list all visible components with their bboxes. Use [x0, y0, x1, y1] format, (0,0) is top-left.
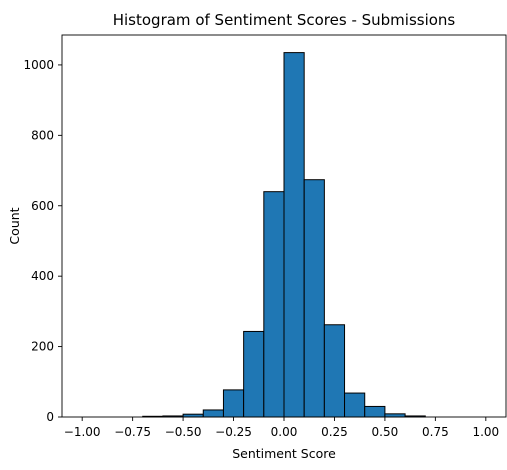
- x-axis-title: Sentiment Score: [232, 446, 336, 461]
- y-tick-label: 600: [31, 199, 54, 213]
- histogram-bar: [243, 330, 265, 418]
- y-tick-label: 0: [46, 410, 54, 424]
- x-tick-label: −1.00: [64, 425, 101, 439]
- x-axis-ticks: −1.00 −0.75 −0.50 −0.25 0.00 0.25 0.50 0.75 1.00: [64, 417, 499, 439]
- x-tick-label: −0.75: [114, 425, 151, 439]
- x-tick-label: 1.00: [472, 425, 499, 439]
- y-axis-ticks: 0 200 400 600 800 1000: [23, 58, 62, 424]
- chart-title: Histogram of Sentiment Scores - Submissi…: [113, 11, 456, 29]
- x-tick-label: 0.00: [271, 425, 298, 439]
- histogram-bar: [222, 389, 245, 418]
- histogram-bar: [283, 52, 305, 418]
- y-tick-label: 1000: [23, 58, 54, 72]
- histogram-bar: [344, 392, 366, 418]
- y-tick-label: 200: [31, 340, 54, 354]
- y-axis-title: Count: [7, 207, 22, 244]
- histogram-bar: [384, 413, 406, 418]
- x-tick-label: −0.50: [165, 425, 202, 439]
- y-tick-label: 400: [31, 269, 54, 283]
- x-tick-label: 0.50: [372, 425, 399, 439]
- x-tick-label: 0.25: [321, 425, 348, 439]
- x-tick-label: 0.75: [422, 425, 449, 439]
- histogram-bar: [364, 405, 386, 418]
- x-tick-label: −0.25: [215, 425, 252, 439]
- histogram-bar: [303, 179, 325, 418]
- histogram-bar: [263, 191, 285, 418]
- y-tick-label: 800: [31, 128, 54, 142]
- bars-layer: [142, 52, 426, 418]
- plot-frame: [61, 34, 507, 418]
- histogram-bar: [202, 409, 224, 418]
- histogram-bar: [323, 324, 346, 418]
